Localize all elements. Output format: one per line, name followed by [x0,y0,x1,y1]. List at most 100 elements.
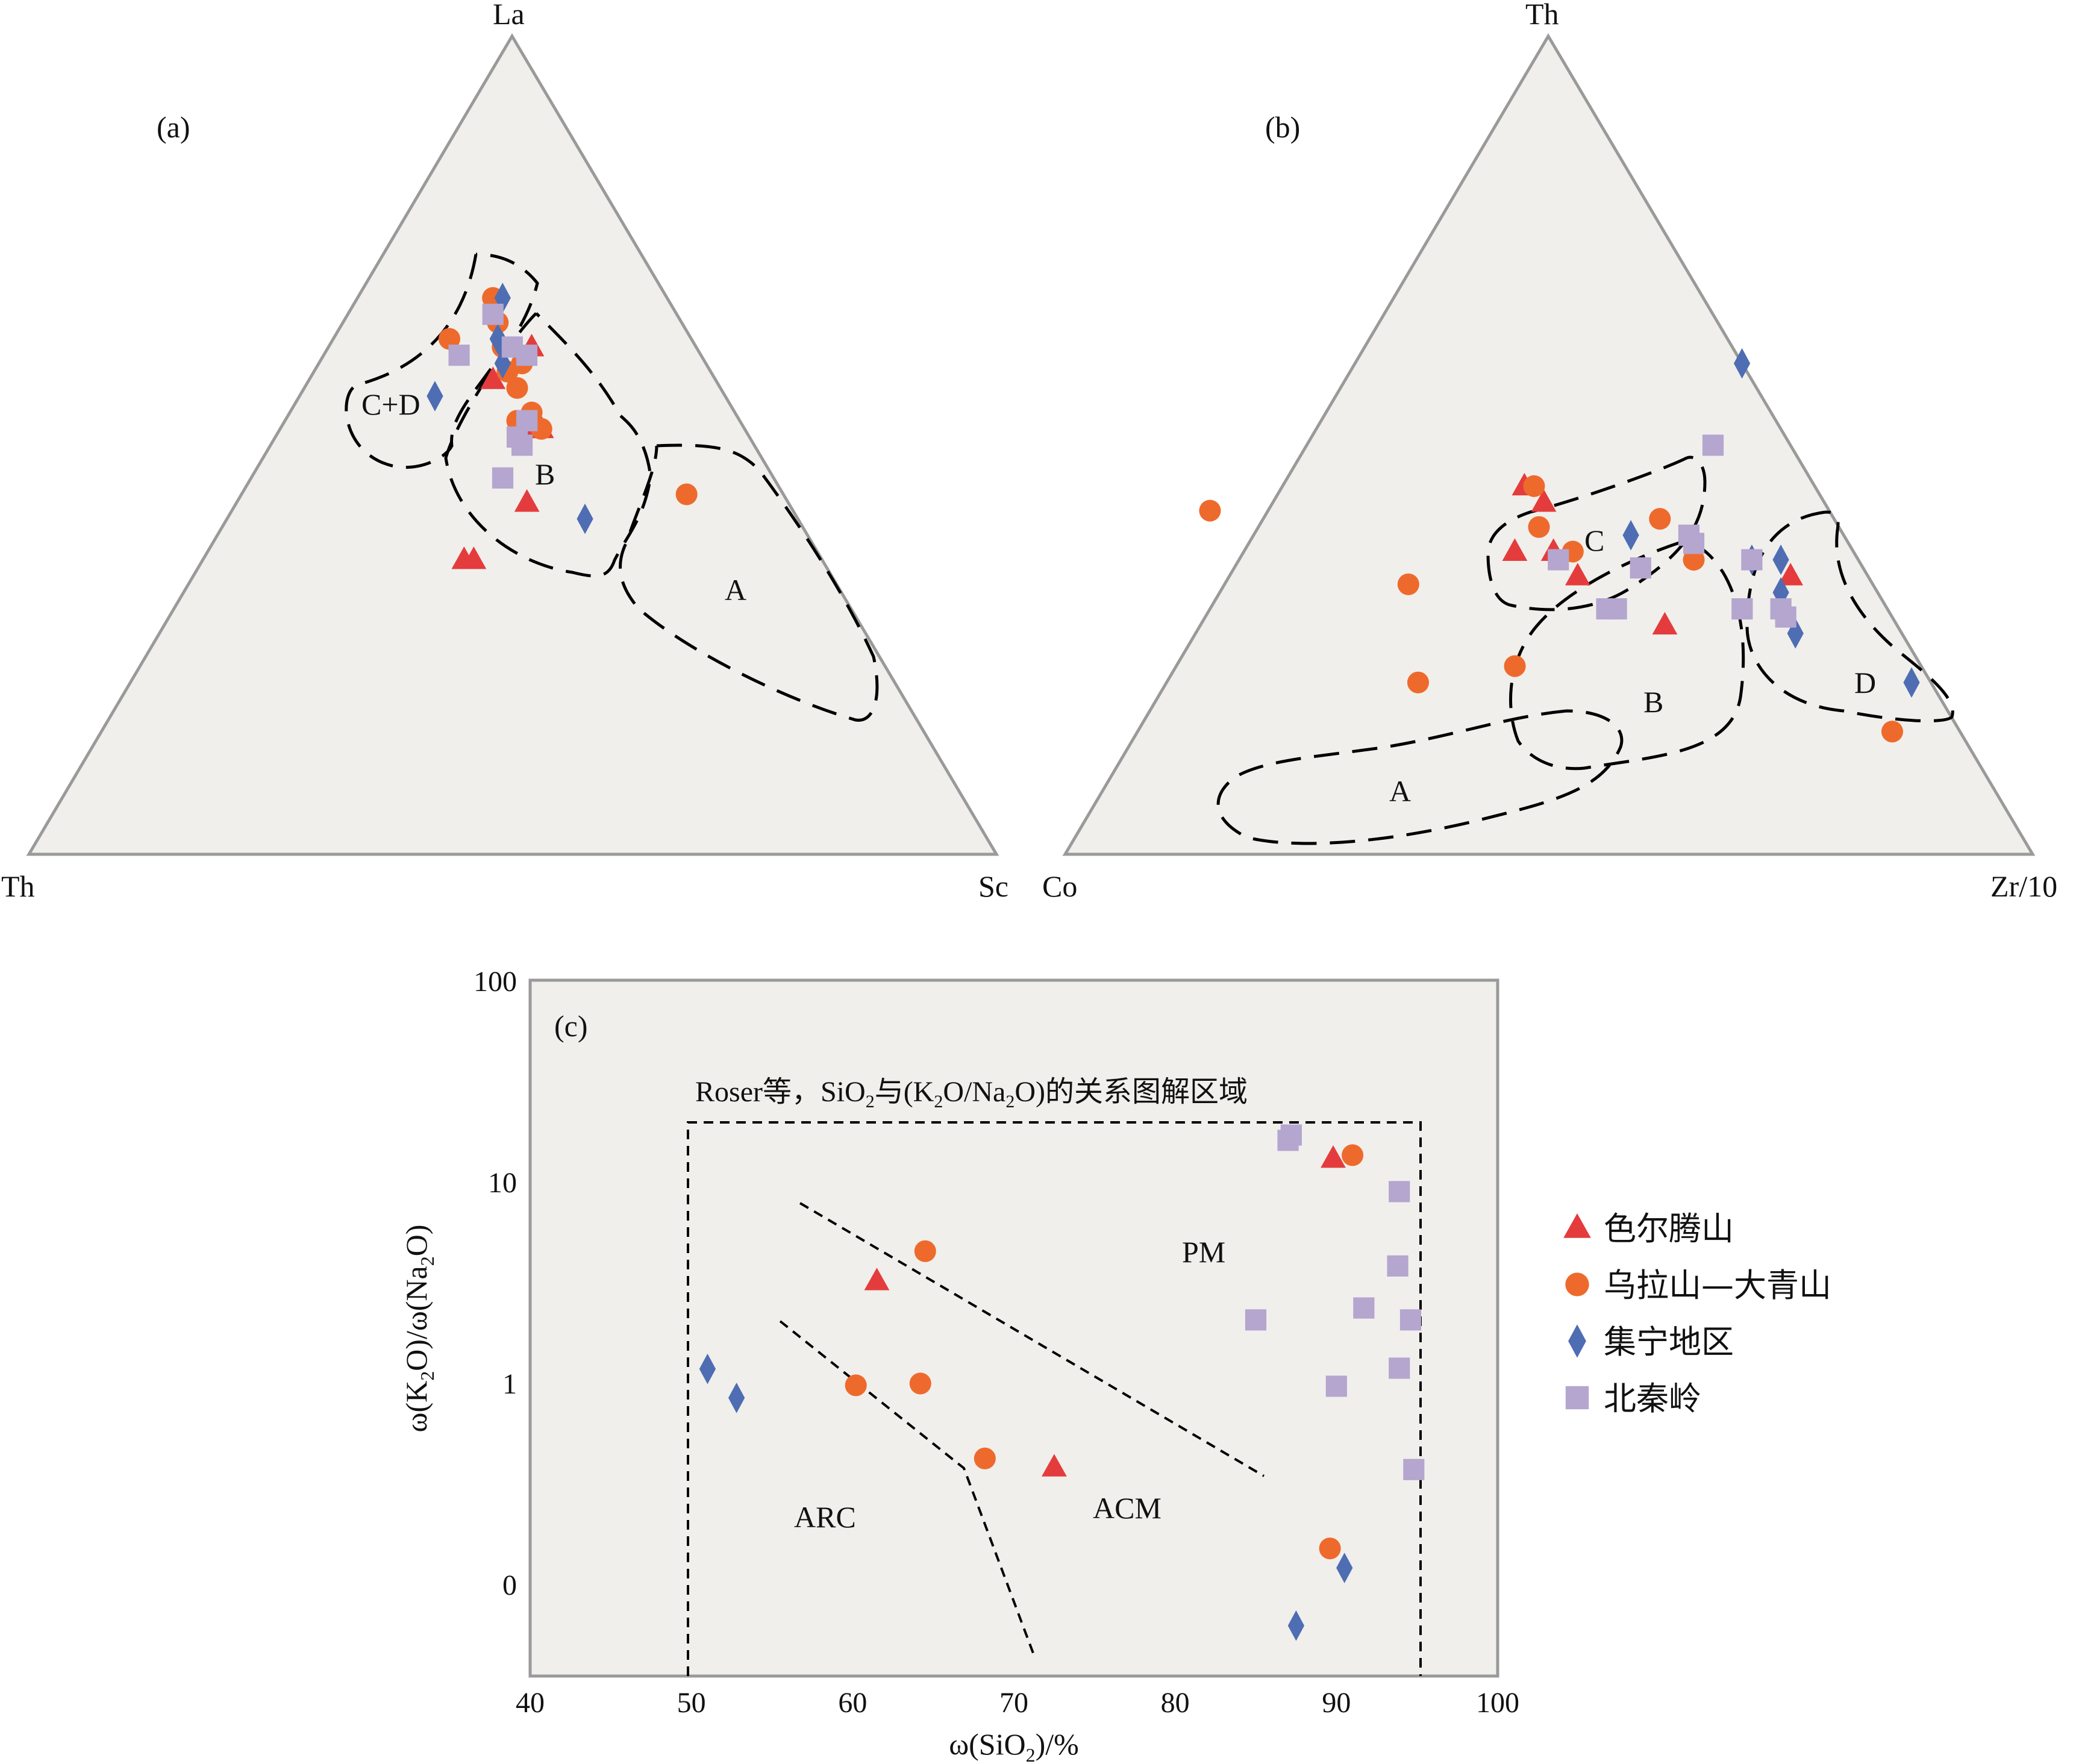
panel-c-square-point [1389,1181,1410,1203]
panel-b-field-boundary-c [1486,455,1707,611]
panel-b-circle-point [1397,573,1419,595]
panel-b-square-point [1548,549,1569,571]
panel-b-triangle-point [1652,611,1678,635]
panel-a-circle-point [675,483,698,505]
panel-a: (a) La Th Sc C+D B A [1,0,1008,903]
panel-b-triangle-point [1502,538,1528,561]
panel-a-square-point [492,467,514,489]
panel-c-square-point [1387,1255,1408,1277]
legend-label: 北秦岭 [1604,1380,1701,1418]
y-tick-label: 1 [502,1368,517,1400]
panel-c-circle-point [909,1372,931,1395]
panel-c-x-axis-label: ω(SiO2)/% [949,1727,1079,1764]
panel-c-boundary-pm-acm [799,1202,1265,1477]
panel-c-points [699,1124,1425,1641]
panel-a-triangle-point [514,489,540,512]
panel-b-square-point [1605,598,1627,620]
panel-c-circle-point [914,1240,936,1262]
panel-a-square-point [511,434,533,456]
panel-b-triangle-point [1565,563,1590,586]
panel-b-circle-point [1523,475,1545,497]
panel-c: (c) 100 10 1 0 40 50 60 70 80 90 100 ω(SiO2)/%… [399,966,1519,1764]
panel-b-diamond-point [1903,667,1920,698]
panel-a-field-boundary-cd [345,252,539,469]
x-tick-label: 60 [838,1687,867,1719]
legend-circle-point [1565,1272,1589,1296]
y-tick-label: 0 [502,1569,517,1601]
panel-b-field-boundary-b [1509,540,1745,771]
panel-c-circle-point [845,1374,867,1396]
panel-a-diamond-point [577,503,593,534]
panel-a-region-cd: C+D [361,387,421,421]
panel-b-vertex-top: Th [1525,0,1559,31]
panel-b-square-point [1775,606,1796,628]
panel-b-region-a: A [1389,774,1411,808]
panel-b-frame [1062,33,2036,856]
panel-c-region-pm: PM [1182,1235,1225,1269]
panel-c-square-point [1399,1309,1422,1331]
x-tick-label: 50 [677,1687,706,1719]
panel-c-square-point [1277,1130,1299,1151]
x-tick-label: 70 [999,1687,1028,1719]
panel-b-square-point [1731,598,1753,620]
panel-b-vertex-right: Zr/10 [1990,869,2057,903]
panel-a-region-b: B [535,457,555,491]
panel-b-square-point [1702,434,1724,456]
panel-b-circle-point [1407,671,1430,693]
panel-c-diamond-point [1287,1610,1305,1641]
panel-a-square-point [516,345,538,366]
panel-b-region-c: C [1584,524,1604,557]
panel-b-field-boundary-a [1216,709,1624,845]
panel-c-region-acm: ACM [1093,1491,1161,1525]
panel-c-frame [528,978,1499,1678]
panel-b-circle-point [1199,499,1221,522]
y-tick-label: 10 [488,1167,517,1199]
panel-c-diamond-point [1336,1553,1353,1583]
panel-b-circle-point [1683,549,1705,571]
legend-triangle-point [1563,1213,1591,1238]
panel-b-region-b: B [1643,685,1663,719]
panel-b: (b) Th Co Zr/10 C B A D [1042,0,2057,903]
panel-c-square-point [1389,1357,1410,1379]
panel-b-field [1065,36,2033,854]
legend-diamond-point [1568,1324,1586,1358]
panel-c-region-arc: ARC [794,1500,856,1534]
panel-c-circle-point [974,1447,996,1469]
panel-a-circle-point [438,328,461,350]
legend-label: 乌拉山—大青山 [1604,1266,1831,1304]
x-tick-label: 90 [1322,1687,1351,1719]
panel-c-y-axis-label: ω(K2O)/ω(Na2O) [399,1225,438,1433]
panel-a-diamond-point [427,381,443,411]
panel-c-title: Roser等，SiO2与(K2O/Na2O)的关系图解区域 [695,1076,1248,1112]
panel-c-y-ticks: 100 10 1 0 [474,966,517,1601]
panel-b-points [1199,348,1920,743]
panel-c-triangle-point [1042,1454,1067,1477]
x-tick-label: 80 [1161,1687,1190,1719]
panel-a-vertex-top: La [493,0,525,31]
panel-a-points [427,283,698,569]
panel-c-circle-point [1319,1537,1341,1560]
legend-label: 集宁地区 [1604,1323,1734,1361]
panel-a-vertex-left: Th [1,869,35,903]
y-tick-label: 100 [474,966,517,998]
panel-b-triangle-point [1531,489,1557,512]
panel-c-x-ticks: 40 50 60 70 80 90 100 [516,1687,1519,1719]
x-tick-label: 40 [516,1687,545,1719]
panel-b-square-point [1741,549,1763,571]
panel-b-diamond-point [1787,618,1804,649]
x-tick-label: 100 [1476,1687,1519,1719]
panel-c-triangle-point [864,1268,890,1290]
panel-b-square-point [1683,533,1705,554]
legend-square-point [1565,1386,1589,1410]
panel-c-diagram-box [687,1121,1422,1676]
panel-b-label: (b) [1265,110,1300,144]
panel-b-circle-point [1528,516,1550,538]
panel-a-label: (a) [157,110,190,144]
panel-a-vertex-right: Sc [978,869,1008,903]
panel-a-square-point [448,345,470,366]
panel-a-circle-point [506,377,528,399]
panel-c-triangle-point [1321,1145,1346,1168]
panel-a-triangle-point [480,366,506,389]
panel-a-triangle-point [461,546,487,569]
